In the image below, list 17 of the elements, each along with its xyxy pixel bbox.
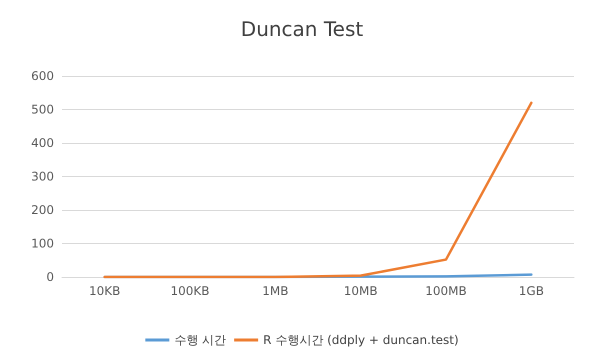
- legend-label: 수행 시간: [174, 333, 226, 347]
- x-tick-label: 100MB: [425, 284, 467, 298]
- x-tick-label: 10KB: [88, 284, 120, 298]
- y-tick-label: 300: [31, 170, 54, 184]
- y-tick-label: 100: [31, 236, 54, 250]
- chart-title: Duncan Test: [240, 17, 364, 41]
- x-tick-label: 1MB: [262, 284, 288, 298]
- y-tick-label: 500: [31, 102, 54, 116]
- x-tick-label: 10MB: [344, 284, 378, 298]
- x-tick-label: 100KB: [170, 284, 210, 298]
- y-tick-label: 400: [31, 136, 54, 150]
- line-series: [103, 102, 533, 278]
- legend-label: R 수행시간 (ddply + duncan.test): [263, 333, 459, 347]
- x-tick-label: 1GB: [518, 284, 544, 298]
- y-tick-label: 0: [46, 270, 54, 284]
- y-tick-label: 600: [31, 69, 54, 83]
- y-tick-label: 200: [31, 203, 54, 217]
